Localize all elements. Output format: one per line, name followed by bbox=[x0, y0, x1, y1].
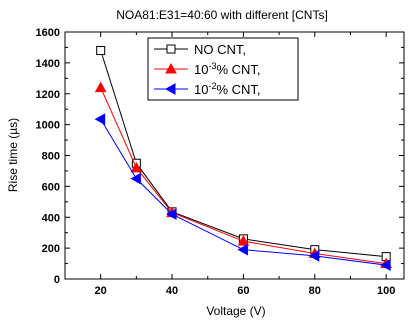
series-3 bbox=[94, 113, 391, 271]
x-tick-label: 60 bbox=[237, 285, 249, 297]
y-tick-label: 1600 bbox=[36, 27, 60, 39]
data-point bbox=[94, 81, 107, 93]
y-tick-label: 0 bbox=[54, 274, 60, 286]
data-point bbox=[96, 46, 106, 56]
legend-label: 10-3% CNT, bbox=[194, 61, 261, 77]
y-tick-label: 400 bbox=[42, 212, 60, 224]
data-point bbox=[130, 172, 141, 185]
y-tick-label: 1400 bbox=[36, 58, 60, 70]
legend-marker bbox=[164, 83, 176, 95]
y-axis: 0 200 400 600 800 1000 1200 1400 1600 bbox=[36, 27, 404, 286]
x-tick-label: 20 bbox=[95, 285, 107, 297]
legend-label: NO CNT, bbox=[194, 42, 246, 57]
data-point bbox=[94, 113, 106, 126]
y-tick-label: 1200 bbox=[36, 89, 60, 101]
legend-marker bbox=[166, 44, 176, 54]
data-point bbox=[237, 243, 248, 256]
x-axis: 20 40 60 80 100 bbox=[95, 32, 395, 297]
chart-title: NOA81:E31=40:60 with different [CNTs] bbox=[116, 8, 328, 22]
data-point bbox=[166, 208, 177, 221]
data-point bbox=[380, 259, 391, 271]
x-tick-label: 40 bbox=[166, 285, 178, 297]
y-tick-label: 200 bbox=[42, 243, 60, 255]
data-point bbox=[237, 235, 250, 246]
data-point bbox=[308, 249, 320, 262]
series-line bbox=[100, 50, 387, 258]
y-tick-label: 1000 bbox=[36, 120, 60, 132]
legend-item-1: NO CNT, bbox=[154, 42, 246, 57]
legend-marker bbox=[165, 62, 177, 74]
legend-item-2: 10-3% CNT, bbox=[154, 61, 261, 77]
x-axis-label: Voltage (V) bbox=[206, 304, 265, 318]
legend-label: 10-2% CNT, bbox=[194, 81, 261, 97]
x-tick-label: 80 bbox=[309, 285, 321, 297]
series-line bbox=[100, 118, 387, 266]
x-tick-label: 100 bbox=[377, 285, 395, 297]
legend: NO CNT, 10-3% CNT, 10-2% CNT, bbox=[147, 37, 299, 101]
y-tick-label: 800 bbox=[42, 151, 60, 163]
series-line bbox=[100, 87, 387, 265]
legend-item-3: 10-2% CNT, bbox=[154, 81, 261, 97]
y-tick-label: 600 bbox=[42, 181, 60, 193]
y-axis-label: Rise time (µs) bbox=[6, 118, 20, 192]
data-point bbox=[130, 161, 143, 173]
series-layer bbox=[94, 46, 393, 271]
